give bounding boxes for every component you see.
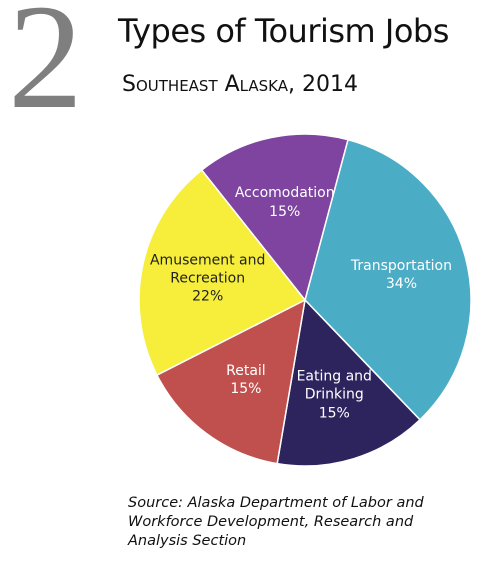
category-label: Retail — [226, 362, 266, 379]
pie-slice — [276, 298, 421, 467]
category-label: Eating and Drinking — [296, 368, 372, 404]
value-label: 15% — [318, 405, 350, 422]
category-label: Accomodation — [234, 185, 335, 202]
chart-title: Types of Tourism Jobs — [118, 12, 449, 50]
pie-slice — [138, 168, 307, 377]
source-note: Source: Alaska Department of Labor and W… — [128, 495, 424, 549]
pie-slice — [155, 298, 306, 465]
slice-label: Amusement and Recreation 22% — [143, 251, 273, 306]
slice-label: Retail 15% — [181, 362, 311, 398]
value-label: 34% — [385, 276, 418, 293]
category-label: Amusement and Recreation — [149, 252, 266, 287]
slice-label: Accomodation 15% — [220, 184, 350, 220]
value-label: 15% — [269, 203, 301, 220]
figure-number: 2 — [8, 0, 83, 140]
slice-label: Eating and Drinking 15% — [269, 368, 399, 423]
slice-label: Transportation 34% — [336, 257, 466, 293]
chart-subtitle: Southeast Alaska, 2014 — [122, 72, 358, 97]
value-label: 15% — [230, 381, 262, 398]
pie-slice — [200, 133, 349, 302]
category-label: Transportation — [350, 258, 452, 275]
pie-slice — [304, 138, 472, 421]
value-label: 22% — [192, 288, 224, 305]
